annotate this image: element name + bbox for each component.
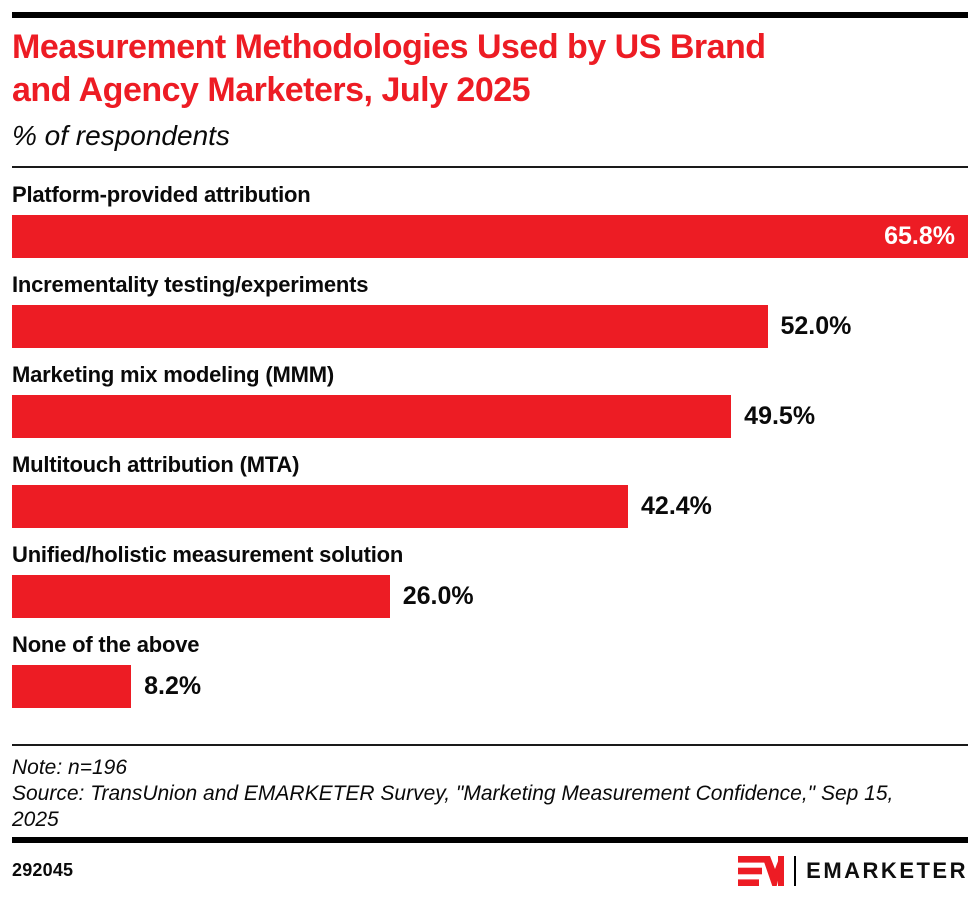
bar-value: 65.8% <box>884 221 955 250</box>
source-text: Source: TransUnion and EMARKETER Survey,… <box>12 781 894 831</box>
brand-name: EMARKETER <box>806 857 968 883</box>
bar-row: Marketing mix modeling (MMM) 49.5% <box>12 362 968 438</box>
bar-label: Marketing mix modeling (MMM) <box>12 361 334 387</box>
bar-label: Multitouch attribution (MTA) <box>12 451 300 477</box>
bar <box>12 304 768 348</box>
bar-rows: Platform-provided attribution 65.8% Incr… <box>12 182 968 708</box>
brand-divider <box>794 855 797 886</box>
chart-id: 292045 <box>12 860 74 881</box>
note-text: Note: n=196 <box>12 755 128 779</box>
header-divider <box>12 165 968 168</box>
bar-value: 8.2% <box>144 671 202 700</box>
bar-label: Incrementality testing/experiments <box>12 271 369 297</box>
chart-subtitle: % of respondents <box>12 119 230 151</box>
bar-track: 49.5% <box>12 394 968 438</box>
emarketer-monogram-icon <box>738 855 785 886</box>
bar <box>12 214 968 258</box>
bar-track: 42.4% <box>12 484 968 528</box>
bar-value: 49.5% <box>744 401 816 430</box>
chart-title: Measurement Methodologies Used by US Bra… <box>12 26 968 112</box>
footer-bar: 292045 EMARKETER <box>12 855 968 887</box>
bar-row: Multitouch attribution (MTA) 42.4% <box>12 452 968 528</box>
chart-page: Measurement Methodologies Used by US Bra… <box>0 12 980 887</box>
bar-value: 52.0% <box>780 311 852 340</box>
chart-notes: Note: n=196 Source: TransUnion and EMARK… <box>12 755 917 833</box>
bar-row: None of the above 8.2% <box>12 632 968 708</box>
bar <box>12 574 390 618</box>
chart-title-line-1: Measurement Methodologies Used by US Bra… <box>12 28 766 66</box>
bar-value: 26.0% <box>402 581 474 610</box>
bar-track: 8.2% <box>12 664 968 708</box>
bar <box>12 664 132 708</box>
bar-row: Incrementality testing/experiments 52.0% <box>12 272 968 348</box>
brand-logo: EMARKETER <box>738 855 968 887</box>
bar-row: Platform-provided attribution 65.8% <box>12 182 968 258</box>
bar-track: 52.0% <box>12 304 968 348</box>
bar-row: Unified/holistic measurement solution 26… <box>12 542 968 618</box>
bar-label: Platform-provided attribution <box>12 181 311 207</box>
bar-track: 65.8% <box>12 214 968 258</box>
bar-track: 26.0% <box>12 574 968 618</box>
bar-value: 42.4% <box>641 491 712 520</box>
bottom-rule <box>12 836 968 843</box>
chart-title-line-2: and Agency Marketers, July 2025 <box>12 70 531 109</box>
top-rule <box>12 12 968 18</box>
bar <box>12 394 732 438</box>
bar-label: None of the above <box>12 631 200 657</box>
bar <box>12 484 629 528</box>
footer-divider <box>12 743 968 746</box>
bar-label: Unified/holistic measurement solution <box>12 541 404 567</box>
